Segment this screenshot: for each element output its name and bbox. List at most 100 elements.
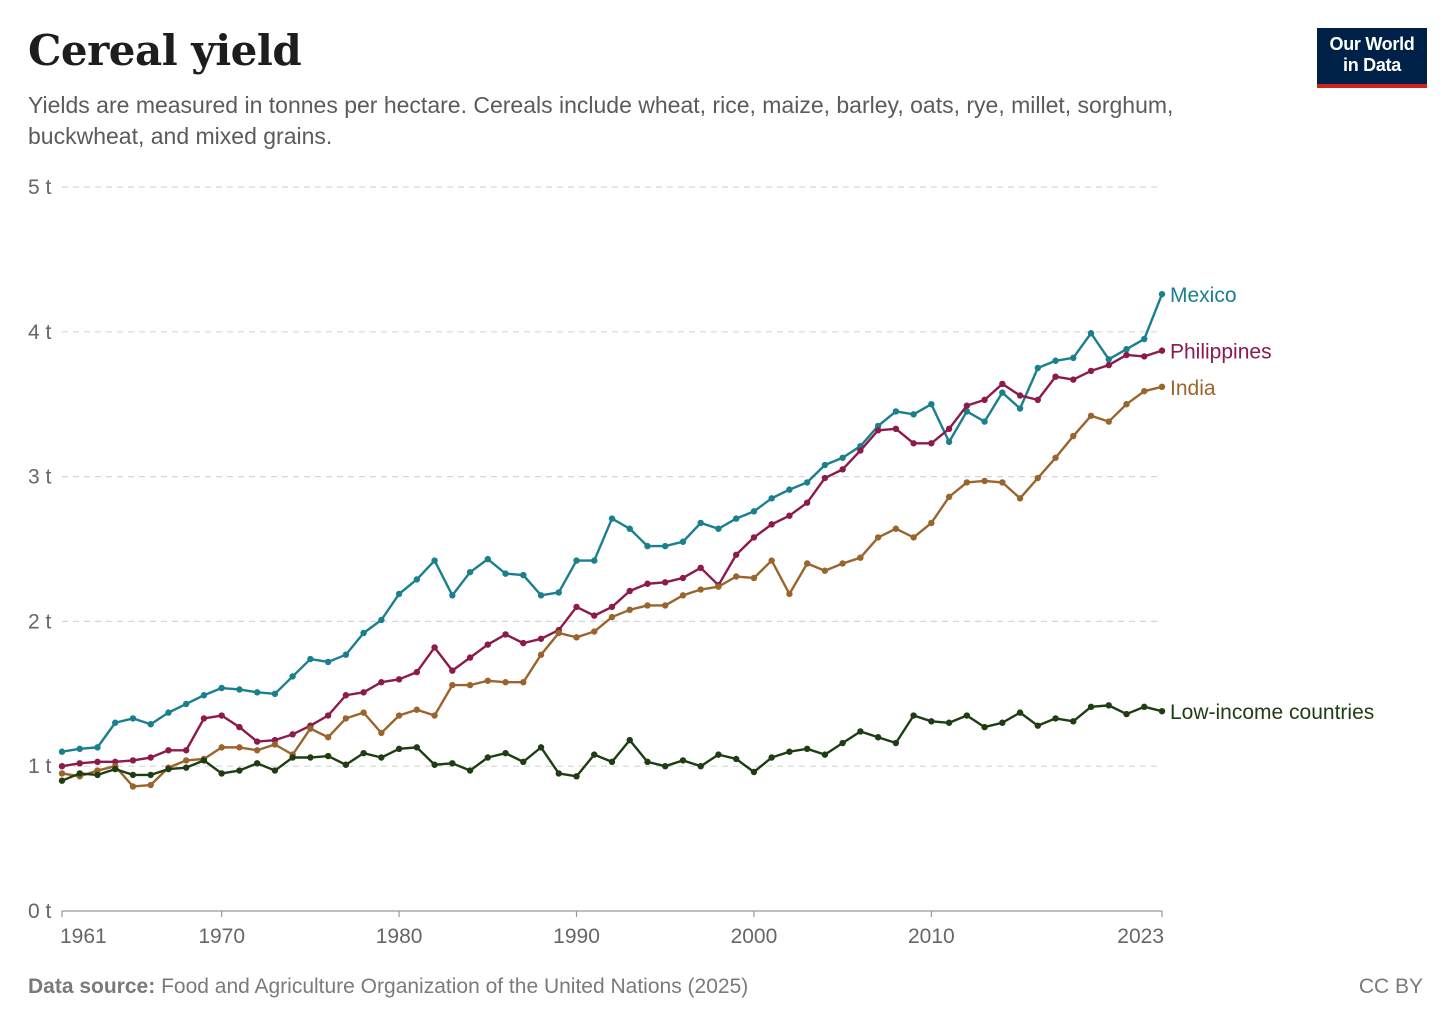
data-point-mexico[interactable] bbox=[466, 568, 474, 576]
data-point-mexico[interactable] bbox=[289, 673, 296, 680]
data-point-philippines[interactable] bbox=[1141, 353, 1148, 360]
data-point-mexico[interactable] bbox=[768, 495, 775, 502]
data-point-india[interactable] bbox=[821, 567, 829, 574]
data-point-mexico[interactable] bbox=[1105, 356, 1112, 363]
data-point-low-income-countries[interactable] bbox=[502, 749, 509, 757]
data-point-india[interactable] bbox=[1016, 495, 1024, 502]
data-point-india[interactable] bbox=[413, 706, 421, 713]
data-point-low-income-countries[interactable] bbox=[200, 757, 208, 764]
data-point-low-income-countries[interactable] bbox=[378, 754, 385, 761]
data-point-philippines[interactable] bbox=[360, 689, 367, 696]
data-point-philippines[interactable] bbox=[1123, 351, 1130, 359]
data-point-mexico[interactable] bbox=[732, 515, 740, 522]
data-point-philippines[interactable] bbox=[732, 551, 740, 558]
data-point-low-income-countries[interactable] bbox=[431, 761, 438, 768]
data-point-low-income-countries[interactable] bbox=[1123, 710, 1130, 718]
data-point-mexico[interactable] bbox=[342, 651, 350, 658]
data-point-philippines[interactable] bbox=[147, 754, 154, 761]
data-point-india[interactable] bbox=[236, 744, 243, 751]
data-point-india[interactable] bbox=[715, 583, 722, 590]
data-point-philippines[interactable] bbox=[803, 499, 811, 506]
data-point-india[interactable] bbox=[466, 681, 474, 689]
data-point-india[interactable] bbox=[378, 729, 385, 737]
data-point-mexico[interactable] bbox=[378, 616, 385, 624]
series-line-low-income-countries[interactable] bbox=[61, 704, 1163, 782]
data-point-philippines[interactable] bbox=[1087, 367, 1095, 375]
data-point-low-income-countries[interactable] bbox=[58, 777, 66, 784]
data-point-india[interactable] bbox=[555, 629, 562, 637]
data-point-mexico[interactable] bbox=[945, 438, 953, 446]
data-point-low-income-countries[interactable] bbox=[928, 718, 935, 725]
data-point-mexico[interactable] bbox=[324, 658, 332, 666]
data-point-india[interactable] bbox=[608, 613, 616, 621]
data-point-india[interactable] bbox=[484, 677, 492, 684]
data-point-mexico[interactable] bbox=[679, 538, 687, 545]
data-point-mexico[interactable] bbox=[395, 590, 403, 598]
data-point-philippines[interactable] bbox=[537, 635, 545, 642]
data-point-philippines[interactable] bbox=[999, 380, 1006, 388]
data-point-mexico[interactable] bbox=[253, 689, 261, 696]
data-point-mexico[interactable] bbox=[236, 686, 243, 693]
data-point-low-income-countries[interactable] bbox=[945, 719, 953, 726]
data-point-philippines[interactable] bbox=[892, 425, 900, 433]
data-point-philippines[interactable] bbox=[1158, 347, 1166, 354]
data-point-philippines[interactable] bbox=[573, 603, 580, 611]
data-point-philippines[interactable] bbox=[591, 612, 598, 619]
data-point-mexico[interactable] bbox=[58, 748, 66, 755]
data-point-low-income-countries[interactable] bbox=[218, 770, 225, 777]
data-point-philippines[interactable] bbox=[981, 396, 988, 404]
data-point-low-income-countries[interactable] bbox=[857, 728, 864, 735]
data-point-low-income-countries[interactable] bbox=[910, 712, 917, 719]
data-point-india[interactable] bbox=[697, 586, 704, 593]
data-point-philippines[interactable] bbox=[129, 757, 137, 764]
data-point-mexico[interactable] bbox=[200, 692, 208, 699]
data-point-mexico[interactable] bbox=[981, 418, 988, 425]
data-point-mexico[interactable] bbox=[1123, 345, 1130, 353]
data-point-philippines[interactable] bbox=[395, 676, 403, 683]
data-point-philippines[interactable] bbox=[662, 579, 669, 586]
data-point-mexico[interactable] bbox=[697, 519, 704, 527]
data-point-mexico[interactable] bbox=[537, 592, 545, 599]
data-point-low-income-countries[interactable] bbox=[147, 771, 154, 779]
data-point-philippines[interactable] bbox=[182, 747, 190, 754]
data-point-india[interactable] bbox=[910, 534, 917, 541]
data-point-india[interactable] bbox=[218, 744, 225, 751]
data-point-philippines[interactable] bbox=[1034, 396, 1042, 404]
data-point-mexico[interactable] bbox=[1158, 290, 1166, 298]
data-point-low-income-countries[interactable] bbox=[1105, 702, 1112, 709]
data-point-mexico[interactable] bbox=[484, 555, 492, 563]
data-point-low-income-countries[interactable] bbox=[1016, 709, 1024, 716]
data-point-low-income-countries[interactable] bbox=[981, 723, 988, 731]
data-point-low-income-countries[interactable] bbox=[253, 760, 261, 767]
data-point-mexico[interactable] bbox=[218, 684, 225, 692]
data-point-india[interactable] bbox=[662, 602, 669, 609]
data-point-mexico[interactable] bbox=[165, 709, 172, 716]
data-point-philippines[interactable] bbox=[1105, 361, 1112, 369]
data-point-india[interactable] bbox=[324, 734, 332, 741]
data-point-philippines[interactable] bbox=[857, 447, 864, 454]
data-point-mexico[interactable] bbox=[715, 525, 722, 532]
data-point-low-income-countries[interactable] bbox=[732, 755, 740, 763]
data-point-india[interactable] bbox=[1070, 432, 1077, 440]
data-point-mexico[interactable] bbox=[626, 525, 633, 532]
data-point-low-income-countries[interactable] bbox=[573, 773, 580, 780]
data-point-philippines[interactable] bbox=[910, 440, 917, 447]
data-point-philippines[interactable] bbox=[165, 747, 172, 754]
data-point-low-income-countries[interactable] bbox=[555, 770, 562, 777]
data-point-india[interactable] bbox=[786, 590, 793, 598]
data-point-india[interactable] bbox=[58, 770, 66, 777]
data-point-india[interactable] bbox=[1141, 387, 1148, 395]
data-point-india[interactable] bbox=[147, 781, 154, 789]
our-world-in-data-logo[interactable]: Our World in Data bbox=[1317, 28, 1427, 88]
data-point-low-income-countries[interactable] bbox=[750, 768, 758, 776]
data-point-india[interactable] bbox=[803, 560, 811, 567]
data-point-low-income-countries[interactable] bbox=[644, 758, 651, 766]
data-point-mexico[interactable] bbox=[573, 557, 580, 564]
data-point-philippines[interactable] bbox=[750, 534, 758, 541]
data-point-india[interactable] bbox=[342, 715, 350, 722]
data-point-low-income-countries[interactable] bbox=[1070, 718, 1077, 725]
data-point-mexico[interactable] bbox=[431, 557, 438, 564]
data-point-philippines[interactable] bbox=[502, 631, 509, 638]
series-line-philippines[interactable] bbox=[61, 349, 1163, 768]
data-point-low-income-countries[interactable] bbox=[591, 751, 598, 758]
